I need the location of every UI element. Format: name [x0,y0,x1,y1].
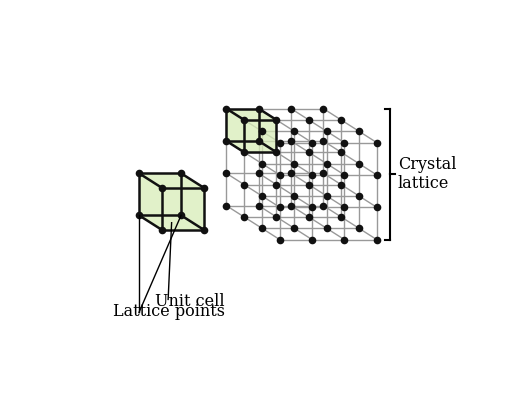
Polygon shape [226,141,277,152]
Polygon shape [259,109,277,152]
Polygon shape [226,109,259,141]
Polygon shape [139,215,204,230]
Polygon shape [139,173,181,215]
Polygon shape [181,173,204,230]
Text: Lattice points: Lattice points [113,303,225,320]
Text: Crystal
lattice: Crystal lattice [398,156,456,192]
Text: Unit cell: Unit cell [155,293,225,310]
